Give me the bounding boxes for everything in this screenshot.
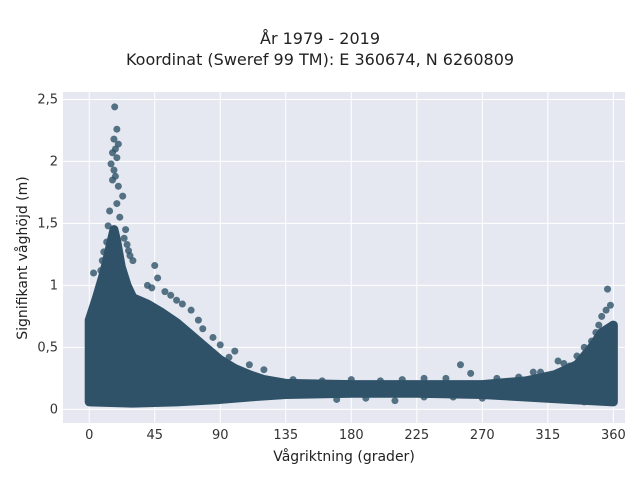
data-point [598,312,606,320]
x-tick-label: 360 [601,428,626,443]
data-point [100,248,108,256]
data-point [113,200,121,208]
data-point [113,125,121,133]
x-tick-label: 90 [212,428,229,443]
data-point [442,374,450,382]
data-point [580,343,588,351]
data-point [420,393,428,401]
data-point [318,377,326,385]
data-point [216,341,224,349]
y-axis-ticks: 0 0,5 1 1,5 2 2,5 [37,92,58,417]
data-point [537,368,545,376]
y-axis-label: Signifikant våghöjd (m) [14,176,31,339]
data-point [245,361,253,369]
data-point [347,376,355,384]
data-point [231,347,239,355]
data-point [119,192,127,200]
data-point [592,329,600,337]
y-tick-label: 2,5 [37,92,58,107]
data-point [151,262,159,270]
data-points [90,103,617,406]
data-point [173,296,181,304]
data-point [161,288,169,296]
x-tick-label: 225 [404,428,429,443]
data-point [110,135,118,143]
data-point [604,285,612,293]
data-point [595,321,603,329]
data-point [515,373,523,381]
data-point [398,376,406,384]
data-point [580,398,588,406]
data-point [122,226,130,234]
data-point [109,176,117,184]
x-tick-label: 45 [146,428,163,443]
y-tick-label: 1 [50,278,58,293]
data-point [97,267,105,275]
data-point [187,306,195,314]
data-point [333,395,341,403]
data-point [178,300,186,308]
data-point [554,357,562,365]
data-point [493,374,501,382]
y-tick-label: 0 [50,402,58,417]
data-point [129,257,137,265]
dense-point-cloud [84,225,618,408]
data-point [104,222,112,230]
data-point [123,240,131,248]
data-point [566,362,574,370]
data-point [103,238,111,246]
chart-subtitle: Koordinat (Sweref 99 TM): E 360674, N 62… [125,50,515,69]
chart-title: År 1979 - 2019 [260,29,380,48]
data-point [467,369,475,377]
data-point [260,366,268,374]
data-point [507,393,515,401]
data-point [449,393,457,401]
data-point [113,154,121,162]
data-point [456,361,464,369]
data-point [478,394,486,402]
point-density-bands [84,225,618,408]
data-point [98,257,106,265]
data-point [199,325,207,333]
data-point [209,333,217,341]
data-point [391,397,399,405]
y-tick-label: 2 [50,154,58,169]
x-axis-ticks: 0 45 90 135 180 225 270 315 360 [85,428,626,443]
data-point [420,374,428,382]
data-point [602,306,610,314]
data-point [107,160,115,168]
data-point [111,103,119,111]
data-point [588,337,596,345]
x-tick-label: 135 [273,428,298,443]
data-point [154,274,162,282]
data-point [114,182,122,190]
data-point [106,207,114,215]
x-tick-label: 270 [470,428,495,443]
data-point [90,269,98,277]
data-point [551,395,559,403]
y-tick-label: 1,5 [37,216,58,231]
data-point [560,359,568,367]
data-point [120,234,128,242]
data-point [110,166,118,174]
data-point [529,368,537,376]
data-point [606,301,614,309]
x-axis-label: Vågriktning (grader) [273,448,415,465]
data-point [116,213,124,221]
data-point [289,376,297,384]
data-point [225,353,233,361]
y-tick-label: 0,5 [37,340,58,355]
data-point [109,149,117,157]
x-tick-label: 315 [535,428,560,443]
x-tick-label: 0 [85,428,93,443]
data-point [573,352,581,360]
data-point [148,284,156,292]
data-point [362,394,370,402]
x-tick-label: 180 [339,428,364,443]
data-point [167,291,175,299]
data-point [194,316,202,324]
data-point [376,377,384,385]
data-point [609,397,617,405]
